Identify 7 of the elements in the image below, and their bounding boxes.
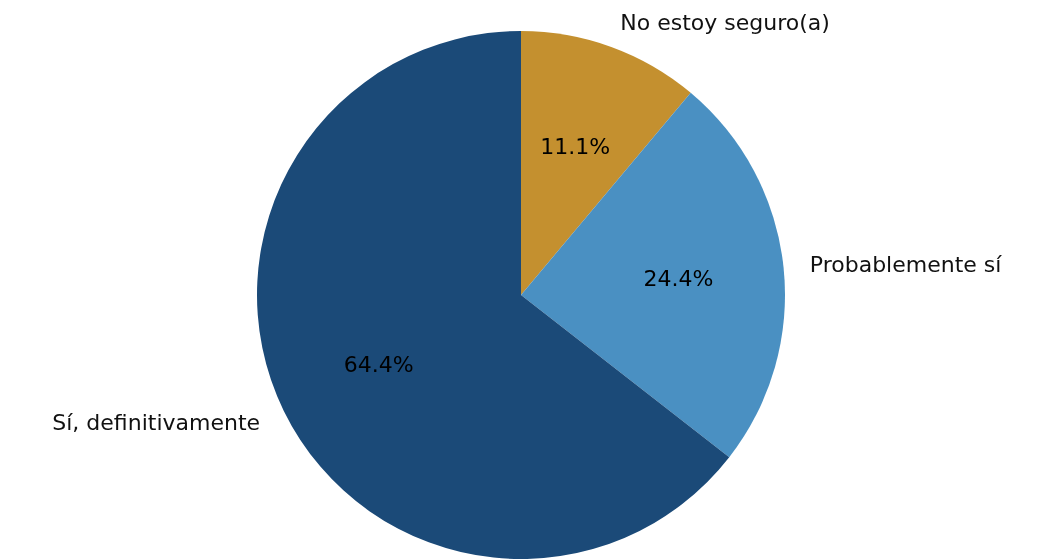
data-label: 11.1% (540, 133, 611, 159)
slice-label: No estoy seguro(a) (620, 9, 830, 35)
slice-label: Probablemente sí (809, 251, 1003, 277)
data-label: 24.4% (643, 265, 714, 291)
data-label: 64.4% (343, 352, 414, 378)
pie-slice (521, 92, 785, 458)
slice-label: Sí, definitivamente (52, 409, 261, 435)
